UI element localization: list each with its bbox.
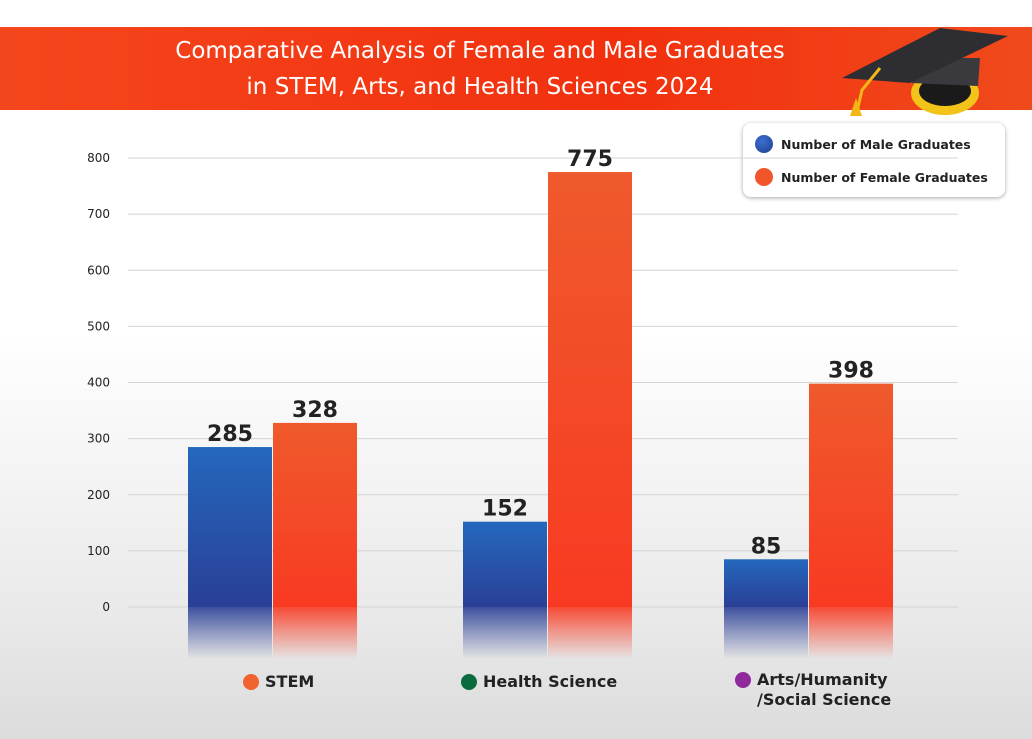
category-label-line: STEM — [265, 672, 315, 691]
data-label: 328 — [292, 398, 338, 423]
y-tick-label: 600 — [87, 263, 110, 277]
bar-reflection — [273, 607, 357, 659]
y-tick-label: 200 — [87, 488, 110, 502]
title-line-1: Comparative Analysis of Female and Male … — [175, 38, 785, 64]
bar-reflection — [809, 607, 893, 659]
graduation-cap-icon — [842, 28, 1008, 117]
title-line-2: in STEM, Arts, and Health Sciences 2024 — [246, 74, 714, 100]
data-label: 775 — [567, 147, 613, 172]
y-tick-label: 800 — [87, 151, 110, 165]
legend-swatch-female — [755, 168, 773, 186]
y-tick-label: 400 — [87, 376, 110, 390]
x-category-1: Health Science — [461, 672, 617, 692]
legend-item-male: Number of Male Graduates — [755, 135, 971, 153]
data-label: 285 — [207, 422, 253, 447]
bar-female-1 — [548, 172, 632, 607]
category-dot — [735, 672, 751, 688]
chart-title: Comparative Analysis of Female and Male … — [90, 33, 870, 105]
category-label: STEM — [265, 672, 314, 692]
data-label: 398 — [828, 359, 874, 384]
data-label: 152 — [482, 497, 528, 522]
legend-item-female: Number of Female Graduates — [755, 168, 988, 186]
bar-female-2 — [809, 383, 893, 607]
category-label-line: /Social Science — [757, 690, 892, 709]
legend-label-female: Number of Female Graduates — [781, 169, 988, 185]
category-dot — [243, 674, 259, 690]
data-label: 85 — [751, 534, 782, 559]
category-label-line: Arts/Humanity — [757, 670, 888, 689]
legend: Number of Male Graduates Number of Femal… — [743, 123, 1005, 197]
bar-male-1 — [463, 521, 547, 607]
y-tick-label: 0 — [102, 600, 110, 614]
bar-male-2 — [724, 559, 808, 607]
x-category-0: STEM — [243, 672, 314, 692]
bar-reflection — [463, 607, 547, 659]
category-dot — [461, 674, 477, 690]
bar-reflection — [548, 607, 632, 659]
legend-swatch-male — [755, 135, 773, 153]
legend-label-male: Number of Male Graduates — [781, 136, 971, 152]
y-tick-label: 300 — [87, 432, 110, 446]
bar-male-0 — [188, 447, 272, 607]
bar-reflection — [724, 607, 808, 659]
y-tick-label: 100 — [87, 544, 110, 558]
y-tick-label: 700 — [87, 207, 110, 221]
bar-reflection — [188, 607, 272, 659]
y-tick-label: 500 — [87, 319, 110, 333]
bar-female-0 — [273, 422, 357, 607]
x-category-2: Arts/Humanity/Social Science — [735, 670, 891, 710]
category-label: Arts/Humanity/Social Science — [757, 670, 891, 710]
category-label-line: Health Science — [483, 672, 618, 691]
category-label: Health Science — [483, 672, 617, 692]
